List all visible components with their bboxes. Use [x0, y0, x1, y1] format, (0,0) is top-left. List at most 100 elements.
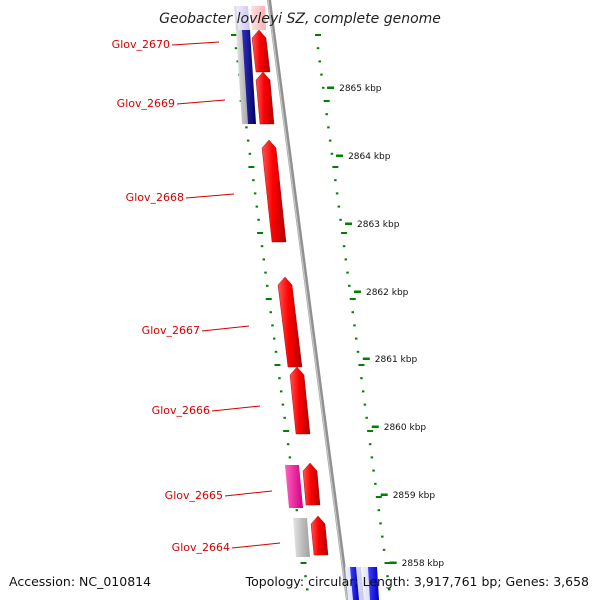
- gc-dot: [305, 588, 309, 591]
- position-tick: [345, 222, 353, 225]
- reverse-cds: [350, 567, 359, 600]
- gc-dot: [327, 126, 330, 129]
- gene-label[interactable]: Glov_2670: [112, 38, 170, 51]
- gene-leader-line: [211, 405, 261, 412]
- gc-dot: [274, 350, 278, 353]
- gene-label[interactable]: Glov_2669: [117, 97, 175, 110]
- gene-leader-line: [185, 193, 235, 199]
- gc-dot: [379, 522, 382, 525]
- gene-label[interactable]: Glov_2666: [152, 404, 210, 417]
- position-label: 2860 kbp: [384, 423, 427, 433]
- gene-label[interactable]: Glov_2668: [126, 191, 184, 204]
- gc-dot: [323, 100, 330, 102]
- gc-dot: [281, 403, 285, 406]
- gc-dot: [288, 456, 292, 459]
- gc-dot: [252, 179, 255, 182]
- gene-leader-line: [224, 490, 273, 497]
- forward-cds: [277, 276, 303, 368]
- gc-dot: [356, 350, 360, 353]
- gc-dot: [266, 284, 269, 287]
- position-label: 2864 kbp: [348, 152, 391, 162]
- gc-dot: [272, 337, 276, 340]
- gc-content-track-outer: [315, 34, 391, 591]
- gc-dot: [349, 298, 356, 300]
- gene-label[interactable]: Glov_2667: [142, 324, 200, 337]
- gc-dot: [382, 548, 386, 551]
- gc-dot: [353, 324, 356, 327]
- accession-label: Accession: NC_010814: [9, 574, 151, 589]
- gc-dot: [271, 324, 274, 327]
- gc-dot: [255, 205, 259, 208]
- gene-leader-line: [201, 325, 250, 332]
- gc-dot: [257, 218, 260, 221]
- gc-dot: [231, 34, 237, 36]
- gc-dot: [334, 179, 337, 182]
- gc-dot: [279, 390, 283, 393]
- gc-dot: [365, 416, 368, 419]
- gc-dot: [264, 271, 267, 274]
- map-title: Geobacter lovleyi SZ, complete genome: [159, 11, 441, 27]
- gc-dot: [374, 482, 377, 485]
- gc-dot: [339, 218, 342, 221]
- position-tick: [362, 357, 370, 360]
- gc-dot: [358, 364, 365, 366]
- gc-dot: [245, 126, 248, 129]
- position-label: 2859 kbp: [393, 491, 436, 501]
- gene-label[interactable]: Glov_2664: [172, 541, 230, 554]
- gc-dot: [384, 562, 391, 564]
- gc-dot: [300, 562, 307, 564]
- gc-dot: [318, 60, 321, 63]
- gc-dot: [361, 390, 365, 393]
- forward-cds: [289, 366, 311, 435]
- gc-dot: [283, 416, 286, 419]
- gc-dot: [283, 430, 290, 432]
- forward-cds: [310, 515, 329, 556]
- position-label: 2861 kbp: [375, 355, 418, 365]
- gc-dot: [330, 152, 334, 155]
- gc-dot: [348, 284, 351, 287]
- gc-dot: [381, 535, 384, 538]
- gc-dot: [321, 86, 325, 89]
- gc-dot: [274, 364, 281, 366]
- gc-dot: [286, 443, 290, 446]
- gc-dot: [236, 60, 239, 63]
- genome-backbone: [267, 0, 350, 600]
- genome-summary: Topology: circular; Length: 3,917,761 bp…: [245, 574, 589, 589]
- gc-dot: [368, 443, 372, 446]
- gc-dot: [377, 509, 381, 512]
- gc-dot: [335, 192, 339, 195]
- position-tick: [353, 290, 361, 293]
- gene-leader-line: [176, 99, 226, 105]
- gc-dot: [328, 139, 332, 142]
- gc-dot: [386, 575, 389, 578]
- forward-cds: [251, 6, 266, 30]
- gene-leader-line: [231, 542, 281, 549]
- gc-dot: [360, 377, 363, 380]
- position-ruler: 2865 kbp 2864 kbp 2863 kbp 2862 kbp 2861 kbp…: [327, 84, 444, 569]
- position-label: 2862 kbp: [366, 288, 409, 298]
- gc-dot: [367, 430, 374, 432]
- gc-dot: [316, 47, 320, 50]
- gc-dot: [354, 337, 358, 340]
- reverse-cds: [242, 30, 256, 124]
- misc-feature: [285, 465, 303, 508]
- gc-dot: [332, 166, 339, 168]
- gc-dot: [253, 192, 257, 195]
- gc-dot: [246, 139, 250, 142]
- position-tick: [371, 425, 379, 428]
- gc-dot: [370, 456, 374, 459]
- gc-dot: [248, 166, 255, 168]
- gc-dot: [375, 496, 382, 498]
- gc-dot: [262, 258, 266, 261]
- gc-dot: [278, 377, 281, 380]
- position-label: 2858 kbp: [402, 559, 445, 569]
- position-tick: [380, 493, 388, 496]
- gene-label[interactable]: Glov_2665: [165, 489, 223, 502]
- forward-cds: [261, 139, 287, 243]
- gc-dot: [234, 47, 238, 50]
- gc-dot: [372, 469, 375, 472]
- gc-dot: [337, 205, 341, 208]
- gc-dot: [351, 311, 354, 314]
- gene-feature: [236, 6, 250, 30]
